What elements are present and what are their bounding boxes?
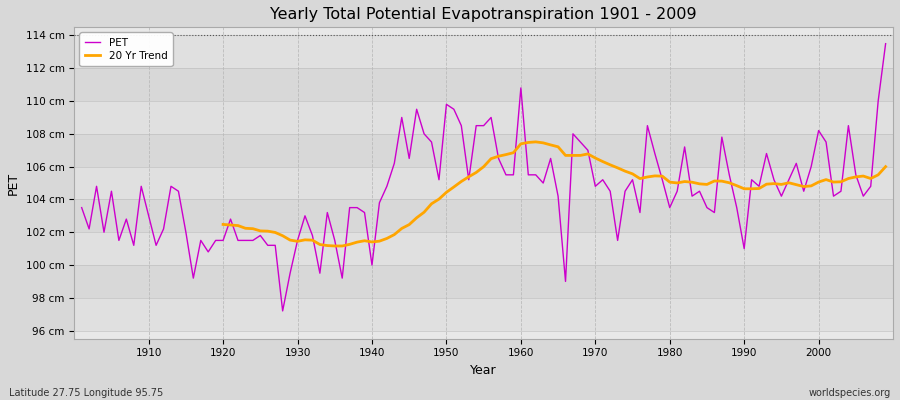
Bar bbox=[74, 232, 893, 265]
PET bbox=[277, 308, 288, 313]
Line: PET: PET bbox=[82, 44, 886, 311]
20 Yr Trend bbox=[426, 201, 436, 206]
Bar bbox=[74, 200, 893, 232]
20 Yr Trend bbox=[307, 238, 318, 242]
20 Yr Trend bbox=[798, 184, 809, 189]
Bar bbox=[74, 101, 893, 134]
Bar bbox=[74, 134, 893, 167]
Bar bbox=[74, 68, 893, 101]
PET bbox=[523, 172, 534, 177]
PET bbox=[612, 238, 623, 243]
PET bbox=[880, 41, 891, 46]
20 Yr Trend bbox=[329, 244, 340, 248]
PET bbox=[516, 86, 526, 90]
20 Yr Trend bbox=[530, 140, 541, 144]
X-axis label: Year: Year bbox=[471, 364, 497, 377]
20 Yr Trend bbox=[783, 180, 794, 185]
Line: 20 Yr Trend: 20 Yr Trend bbox=[223, 142, 886, 246]
Title: Yearly Total Potential Evapotranspiration 1901 - 2009: Yearly Total Potential Evapotranspiratio… bbox=[270, 7, 697, 22]
Legend: PET, 20 Yr Trend: PET, 20 Yr Trend bbox=[79, 32, 173, 66]
20 Yr Trend bbox=[694, 182, 705, 186]
20 Yr Trend bbox=[880, 164, 891, 169]
Bar bbox=[74, 167, 893, 200]
Text: worldspecies.org: worldspecies.org bbox=[809, 388, 891, 398]
20 Yr Trend bbox=[218, 222, 229, 227]
PET bbox=[76, 205, 87, 210]
Bar bbox=[74, 36, 893, 68]
Y-axis label: PET: PET bbox=[7, 172, 20, 194]
20 Yr Trend bbox=[865, 176, 876, 181]
Bar bbox=[74, 265, 893, 298]
PET bbox=[307, 233, 318, 238]
PET bbox=[136, 184, 147, 189]
Bar bbox=[74, 298, 893, 330]
Text: Latitude 27.75 Longitude 95.75: Latitude 27.75 Longitude 95.75 bbox=[9, 388, 163, 398]
PET bbox=[352, 205, 363, 210]
